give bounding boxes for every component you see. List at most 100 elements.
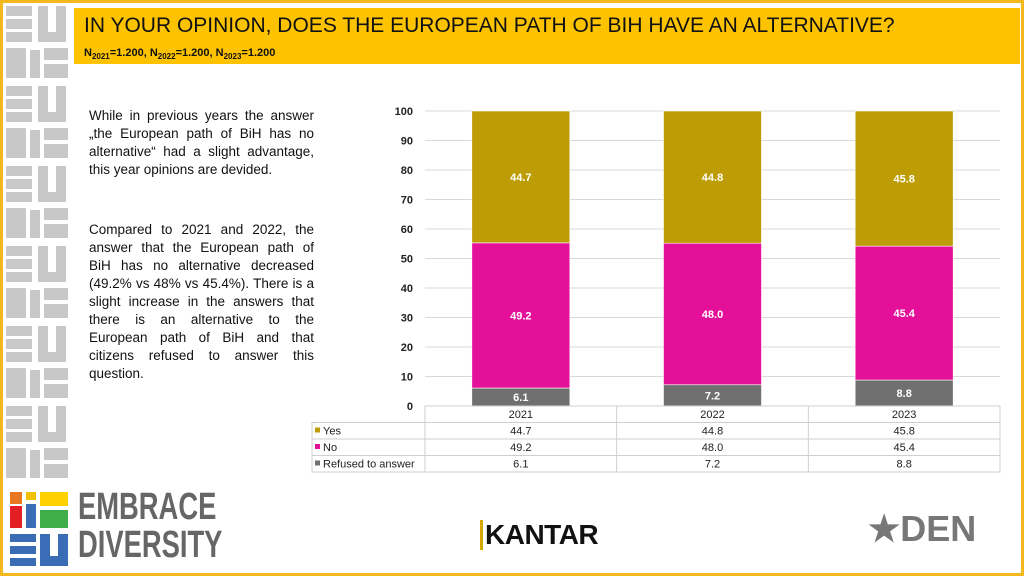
pattern-block: [6, 32, 32, 42]
legend-label: Refused to answer: [323, 459, 415, 471]
y-tick-label: 70: [401, 195, 413, 207]
pattern-block: [6, 86, 32, 96]
data-label: 45.8: [893, 174, 914, 186]
table-cell: 49.2: [510, 442, 531, 454]
pattern-block: [56, 406, 66, 442]
data-label: 45.4: [893, 308, 915, 320]
pattern-block: [6, 99, 32, 109]
legend-swatch-refused-to-answer: [315, 460, 320, 466]
pattern-block: [38, 432, 66, 442]
legend-label: No: [323, 442, 337, 454]
pattern-block: [56, 166, 66, 202]
pattern-block: [38, 246, 48, 282]
pattern-block: [38, 406, 48, 442]
x-category-label: 2023: [892, 409, 916, 421]
pattern-block: [30, 50, 40, 78]
pattern-block: [6, 419, 32, 429]
table-cell: 45.4: [893, 442, 914, 454]
den-logo: ★DEN: [868, 508, 977, 549]
embrace-diversity-wordmark: EMBRACE DIVERSITY: [78, 486, 223, 566]
eu-bih-pattern-decoration: [6, 6, 70, 486]
x-category-label: 2022: [700, 409, 724, 421]
pattern-block: [44, 368, 68, 380]
pattern-block: [6, 448, 26, 478]
y-tick-label: 20: [401, 342, 413, 354]
data-label: 44.8: [702, 172, 723, 184]
table-cell: 45.8: [893, 426, 914, 438]
data-label: 49.2: [510, 310, 531, 322]
y-tick-label: 0: [407, 401, 413, 413]
pattern-block: [6, 192, 32, 202]
sample-size: N2021=1.200, N2022=1.200, N2023=1.200: [84, 47, 276, 62]
pattern-block: [6, 406, 32, 416]
pattern-block: [38, 326, 48, 362]
data-label: 48.0: [702, 309, 723, 321]
bar-segment-yes: [854, 110, 954, 247]
pattern-block: [6, 272, 32, 282]
data-label: 6.1: [513, 392, 528, 404]
commentary-paragraph-2: Compared to 2021 and 2022, the answer th…: [89, 222, 314, 381]
y-tick-label: 10: [401, 372, 413, 384]
pattern-block: [6, 246, 32, 256]
embrace-diversity-logo: [8, 490, 72, 575]
y-tick-label: 100: [395, 106, 413, 118]
pattern-block: [44, 64, 68, 78]
y-tick-label: 90: [401, 136, 413, 148]
pattern-block: [6, 166, 32, 176]
data-label: 7.2: [705, 390, 720, 402]
pattern-block: [30, 210, 40, 238]
kantar-logo: KANTAR: [480, 520, 599, 550]
pattern-block: [44, 224, 68, 238]
pattern-block: [6, 128, 26, 158]
pattern-block: [6, 368, 26, 398]
pattern-block: [56, 326, 66, 362]
data-label: 44.7: [510, 172, 531, 184]
pattern-block: [6, 352, 32, 362]
data-label: 8.8: [897, 388, 912, 400]
pattern-block: [44, 288, 68, 300]
pattern-block: [38, 192, 66, 202]
pattern-block: [44, 208, 68, 220]
table-cell: 8.8: [897, 459, 912, 471]
bar-segment-no: [471, 242, 571, 389]
pattern-block: [6, 259, 32, 269]
pattern-block: [56, 6, 66, 42]
bar-segment-refused-to-answer: [854, 379, 954, 407]
pattern-block: [6, 208, 26, 238]
pattern-block: [30, 370, 40, 398]
pattern-block: [6, 6, 32, 16]
pattern-block: [56, 86, 66, 122]
y-tick-label: 30: [401, 313, 413, 325]
table-cell: 44.7: [510, 426, 531, 438]
pattern-block: [44, 384, 68, 398]
pattern-block: [44, 48, 68, 60]
y-tick-label: 40: [401, 283, 413, 295]
page-title: IN YOUR OPINION, DOES THE EUROPEAN PATH …: [84, 14, 895, 37]
pattern-block: [6, 112, 32, 122]
commentary-paragraph-1: While in previous years the answer „the …: [89, 108, 314, 177]
star-icon: ★: [868, 508, 901, 549]
table-cell: 44.8: [702, 426, 723, 438]
pattern-block: [38, 272, 66, 282]
legend-label: Yes: [323, 426, 341, 438]
legend-swatch-yes: [315, 427, 320, 433]
table-cell: 6.1: [513, 459, 528, 471]
y-tick-label: 50: [401, 254, 413, 266]
y-tick-label: 80: [401, 165, 413, 177]
pattern-block: [38, 32, 66, 42]
pattern-block: [6, 48, 26, 78]
pattern-block: [6, 288, 26, 318]
pattern-block: [6, 326, 32, 336]
header-bar: IN YOUR OPINION, DOES THE EUROPEAN PATH …: [74, 8, 1020, 64]
legend-swatch-no: [315, 444, 320, 449]
pattern-block: [6, 339, 32, 349]
pattern-block: [30, 290, 40, 318]
pattern-block: [6, 179, 32, 189]
x-category-label: 2021: [509, 409, 533, 421]
pattern-block: [44, 304, 68, 318]
bar-segment-no: [854, 245, 954, 381]
table-cell: 7.2: [705, 459, 720, 471]
bar-segment-no: [663, 242, 762, 386]
pattern-block: [38, 86, 48, 122]
